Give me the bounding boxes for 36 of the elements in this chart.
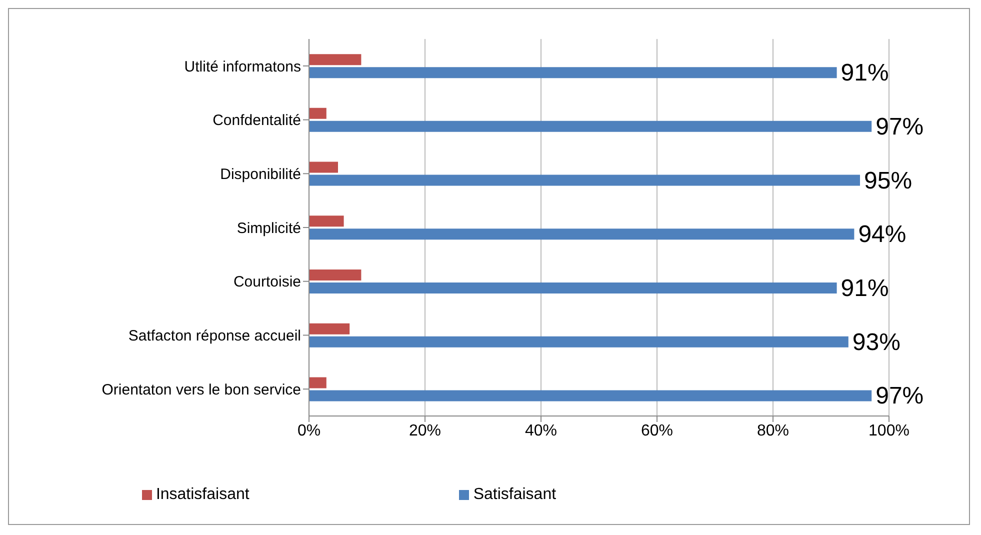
y-tick-label: Confdentalité bbox=[212, 112, 301, 130]
legend-label: Satisfaisant bbox=[473, 486, 556, 503]
x-tick-label: 20% bbox=[408, 422, 442, 440]
data-label: 95% bbox=[864, 167, 912, 194]
y-tick-label: Simplicité bbox=[236, 220, 301, 237]
y-tick-label: Satfacton réponse accueil bbox=[128, 328, 301, 345]
bar bbox=[309, 390, 872, 402]
y-tick-label: Disponibilité bbox=[220, 166, 301, 183]
data-label: 93% bbox=[852, 328, 900, 356]
bar bbox=[309, 336, 848, 348]
bar bbox=[309, 162, 338, 173]
bar bbox=[309, 323, 350, 334]
bar bbox=[309, 54, 362, 66]
y-tick-label: Utlité informatons bbox=[184, 58, 301, 76]
bar bbox=[309, 282, 837, 294]
x-tick-label: 0% bbox=[297, 422, 321, 440]
x-tick-label: 100% bbox=[868, 422, 910, 440]
bar bbox=[309, 216, 344, 227]
data-label: 91% bbox=[840, 60, 889, 87]
legend-label: Insatisfaisant bbox=[156, 486, 250, 503]
y-tick-label: Courtoisie bbox=[233, 274, 301, 291]
bar bbox=[309, 174, 860, 186]
x-tick-label: 60% bbox=[640, 422, 674, 440]
bar bbox=[309, 67, 837, 78]
bar bbox=[309, 120, 872, 132]
bar bbox=[309, 108, 326, 119]
x-tick-label: 80% bbox=[756, 422, 790, 440]
data-label: 97% bbox=[876, 382, 924, 410]
y-tick-label: Orientaton vers le bon service bbox=[102, 381, 301, 398]
data-label: 94% bbox=[858, 221, 906, 248]
x-tick-label: 40% bbox=[524, 422, 558, 440]
bar bbox=[309, 228, 854, 240]
bar bbox=[309, 377, 326, 388]
bar bbox=[309, 270, 362, 281]
data-label: 97% bbox=[876, 113, 924, 140]
data-label: 91% bbox=[840, 275, 889, 302]
